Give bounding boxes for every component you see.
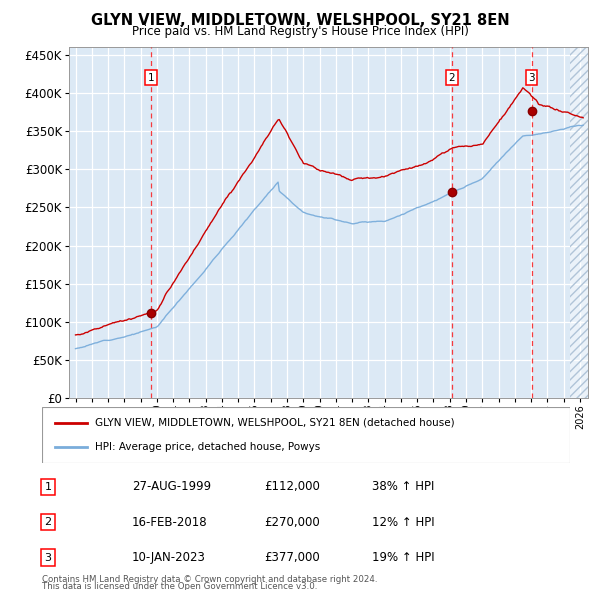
Text: 2: 2 [44, 517, 52, 527]
Text: 27-AUG-1999: 27-AUG-1999 [132, 480, 211, 493]
Text: GLYN VIEW, MIDDLETOWN, WELSHPOOL, SY21 8EN: GLYN VIEW, MIDDLETOWN, WELSHPOOL, SY21 8… [91, 13, 509, 28]
Text: Contains HM Land Registry data © Crown copyright and database right 2024.: Contains HM Land Registry data © Crown c… [42, 575, 377, 584]
Text: This data is licensed under the Open Government Licence v3.0.: This data is licensed under the Open Gov… [42, 582, 317, 590]
Text: 38% ↑ HPI: 38% ↑ HPI [372, 480, 434, 493]
Text: £112,000: £112,000 [264, 480, 320, 493]
Text: HPI: Average price, detached house, Powys: HPI: Average price, detached house, Powy… [95, 442, 320, 453]
Text: 16-FEB-2018: 16-FEB-2018 [132, 516, 208, 529]
Bar [571, 47, 588, 398]
Text: Price paid vs. HM Land Registry's House Price Index (HPI): Price paid vs. HM Land Registry's House … [131, 25, 469, 38]
Text: 19% ↑ HPI: 19% ↑ HPI [372, 551, 434, 564]
Text: 1: 1 [148, 73, 154, 83]
Text: 12% ↑ HPI: 12% ↑ HPI [372, 516, 434, 529]
Text: 3: 3 [528, 73, 535, 83]
Text: 10-JAN-2023: 10-JAN-2023 [132, 551, 206, 564]
Bar [571, 47, 588, 398]
Text: GLYN VIEW, MIDDLETOWN, WELSHPOOL, SY21 8EN (detached house): GLYN VIEW, MIDDLETOWN, WELSHPOOL, SY21 8… [95, 418, 454, 428]
FancyBboxPatch shape [42, 407, 570, 463]
Text: 2: 2 [448, 73, 455, 83]
Text: £270,000: £270,000 [264, 516, 320, 529]
Text: 1: 1 [44, 482, 52, 491]
Text: £377,000: £377,000 [264, 551, 320, 564]
Text: 3: 3 [44, 553, 52, 562]
